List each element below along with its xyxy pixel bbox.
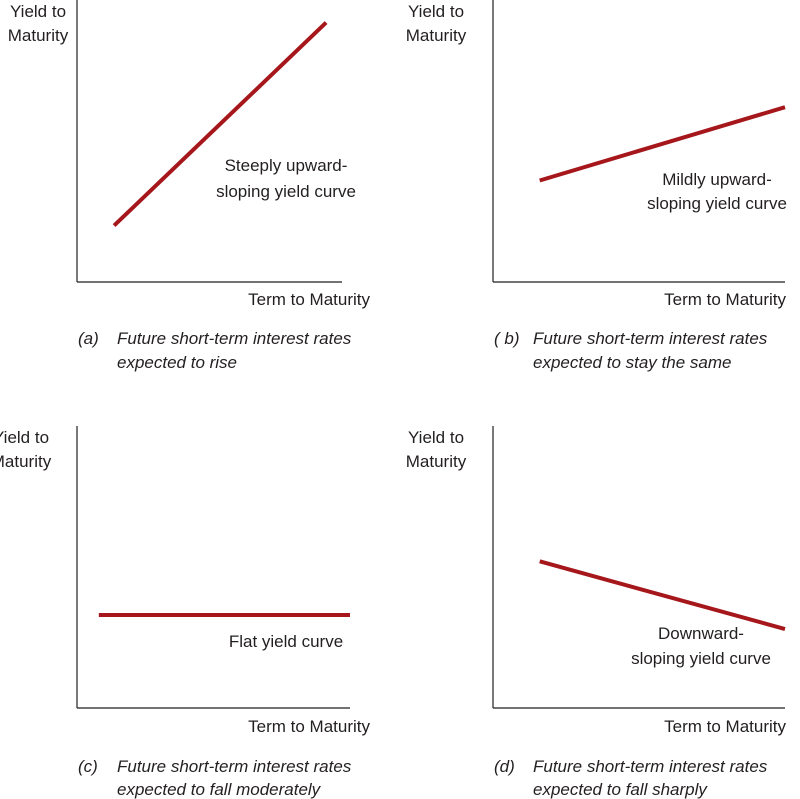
caption-letter-b: ( b) — [494, 329, 520, 348]
y-axis-title-b: Maturity — [406, 26, 467, 45]
curve-label-d: sloping yield curve — [631, 649, 771, 668]
curve-label-b: Mildly upward- — [662, 170, 772, 189]
y-axis-title-b: Yield to — [408, 2, 464, 21]
curve-label-d: Downward- — [658, 624, 744, 643]
curve-label-c: Flat yield curve — [229, 632, 343, 651]
yield-curve-b — [539, 105, 786, 183]
curve-label-a: Steeply upward- — [225, 156, 348, 175]
caption-a: expected to rise — [117, 353, 237, 372]
caption-b: Future short-term interest rates — [533, 329, 768, 348]
x-axis-title-a: Term to Maturity — [248, 290, 370, 309]
caption-d: expected to fall sharply — [533, 780, 708, 799]
curve-label-b: sloping yield curve — [647, 194, 787, 213]
y-axis-title-a: Yield to — [10, 2, 66, 21]
y-axis-title-d: Maturity — [406, 452, 467, 471]
caption-letter-d: (d) — [494, 757, 515, 776]
x-axis-title-c: Term to Maturity — [248, 717, 370, 736]
caption-a: Future short-term interest rates — [117, 329, 352, 348]
x-axis-title-b: Term to Maturity — [664, 290, 786, 309]
yield-curve-d — [539, 559, 786, 631]
caption-b: expected to stay the same — [533, 353, 731, 372]
caption-c: expected to fall moderately — [117, 780, 322, 799]
y-axis-title-d: Yield to — [408, 428, 464, 447]
x-axis-title-d: Term to Maturity — [664, 717, 786, 736]
caption-letter-c: (c) — [78, 757, 98, 776]
caption-letter-a: (a) — [78, 329, 99, 348]
y-axis-title-a: Maturity — [8, 26, 69, 45]
y-axis-title-c: Maturity — [0, 452, 52, 471]
caption-d: Future short-term interest rates — [533, 757, 768, 776]
yield-curve-a — [112, 21, 328, 228]
caption-c: Future short-term interest rates — [117, 757, 352, 776]
y-axis-title-c: Yield to — [0, 428, 49, 447]
curve-label-a: sloping yield curve — [216, 182, 356, 201]
